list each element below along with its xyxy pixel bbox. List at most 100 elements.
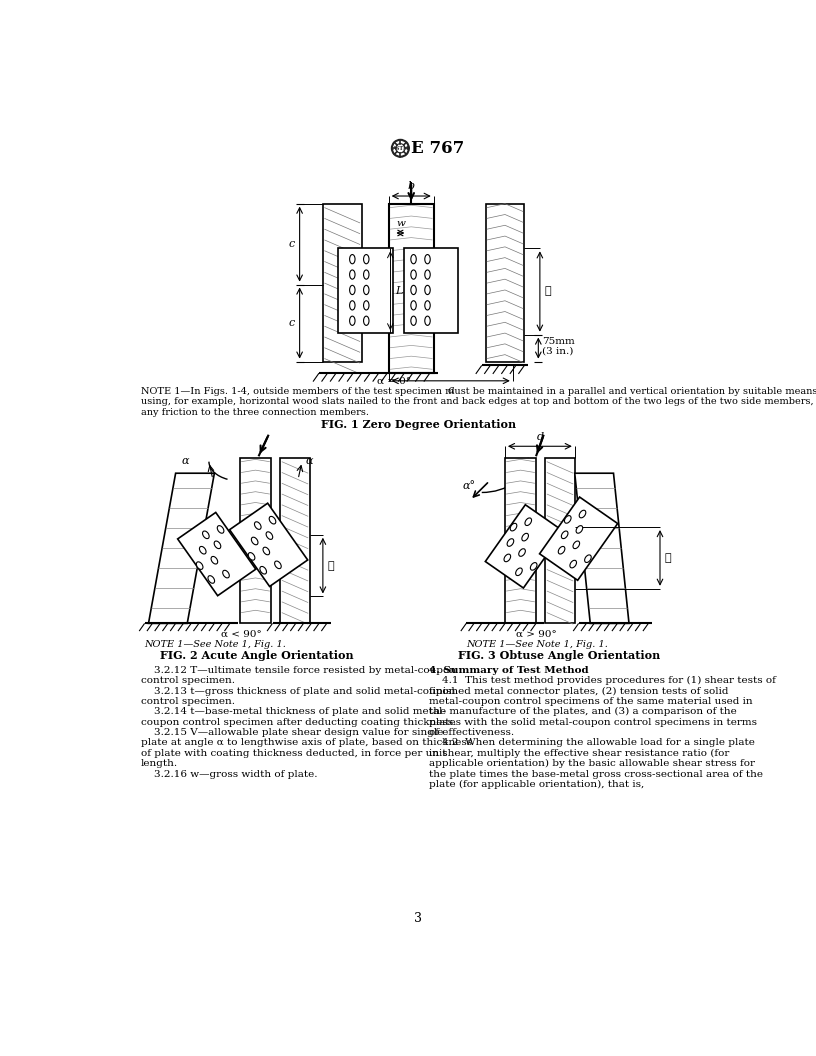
Ellipse shape — [410, 316, 416, 325]
Text: a: a — [447, 385, 454, 395]
Ellipse shape — [364, 285, 369, 295]
Ellipse shape — [364, 254, 369, 264]
Text: α: α — [306, 456, 313, 467]
Polygon shape — [574, 473, 629, 623]
Text: NOTE 1—See Note 1, Fig. 1.: NOTE 1—See Note 1, Fig. 1. — [144, 640, 286, 649]
Text: of plate with coating thickness deducted, in force per unit: of plate with coating thickness deducted… — [140, 749, 446, 758]
Ellipse shape — [266, 532, 273, 540]
Text: plate (for applicable orientation), that is,: plate (for applicable orientation), that… — [429, 780, 645, 789]
Bar — [323, 204, 361, 361]
Text: FIG. 3 Obtuse Angle Orientation: FIG. 3 Obtuse Angle Orientation — [458, 649, 660, 661]
Ellipse shape — [364, 316, 369, 325]
Ellipse shape — [275, 561, 282, 568]
Text: FIG. 1 Zero Degree Orientation: FIG. 1 Zero Degree Orientation — [321, 419, 516, 431]
Bar — [240, 458, 271, 623]
Ellipse shape — [425, 301, 430, 310]
Ellipse shape — [211, 557, 218, 564]
Ellipse shape — [519, 549, 526, 557]
Text: NOTE 1—See Note 1, Fig. 1.: NOTE 1—See Note 1, Fig. 1. — [466, 640, 608, 649]
Ellipse shape — [269, 516, 276, 524]
Ellipse shape — [522, 533, 529, 541]
Text: 3.2.13 t—gross thickness of plate and solid metal-coupon: 3.2.13 t—gross thickness of plate and so… — [140, 686, 455, 696]
Bar — [486, 204, 525, 361]
Text: plates with the solid metal-coupon control specimens in terms: plates with the solid metal-coupon contr… — [429, 718, 757, 727]
Text: 3: 3 — [415, 912, 422, 925]
Text: 4. Summary of Test Method: 4. Summary of Test Method — [429, 665, 588, 675]
Polygon shape — [149, 473, 215, 623]
Ellipse shape — [579, 510, 586, 517]
Ellipse shape — [425, 270, 430, 279]
Text: of effectiveness.: of effectiveness. — [429, 728, 514, 737]
Text: applicable orientation) by the basic allowable shear stress for: applicable orientation) by the basic all… — [429, 759, 755, 769]
Ellipse shape — [364, 301, 369, 310]
Ellipse shape — [392, 139, 409, 156]
Ellipse shape — [410, 270, 416, 279]
Ellipse shape — [516, 568, 522, 576]
Polygon shape — [486, 505, 563, 588]
Ellipse shape — [425, 316, 430, 325]
Ellipse shape — [561, 531, 568, 539]
Ellipse shape — [349, 270, 355, 279]
Ellipse shape — [251, 538, 258, 545]
Ellipse shape — [260, 566, 267, 574]
Ellipse shape — [199, 546, 206, 554]
Ellipse shape — [396, 144, 405, 153]
Text: ℓ: ℓ — [544, 286, 551, 297]
Ellipse shape — [202, 531, 209, 539]
Text: ℓ: ℓ — [665, 553, 672, 563]
Text: control specimen.: control specimen. — [140, 697, 235, 705]
Ellipse shape — [573, 541, 579, 549]
Text: 75mm: 75mm — [542, 338, 575, 346]
Text: metal-coupon control specimens of the same material used in: metal-coupon control specimens of the sa… — [429, 697, 752, 705]
Ellipse shape — [510, 524, 517, 531]
Text: ASTM: ASTM — [392, 146, 409, 151]
Text: 3.2.15 V—allowable plate shear design value for single: 3.2.15 V—allowable plate shear design va… — [140, 728, 443, 737]
Bar — [388, 204, 433, 373]
Ellipse shape — [263, 547, 269, 554]
Text: plate at angle α to lengthwise axis of plate, based on thickness: plate at angle α to lengthwise axis of p… — [140, 738, 472, 748]
Text: 4.2  When determining the allowable load for a single plate: 4.2 When determining the allowable load … — [429, 738, 755, 748]
Ellipse shape — [507, 539, 514, 546]
Bar — [339, 248, 392, 333]
Ellipse shape — [425, 254, 430, 264]
Text: E 767: E 767 — [411, 139, 464, 156]
Text: c: c — [289, 318, 295, 328]
Text: 3.2.14 t—base-metal thickness of plate and solid metal-: 3.2.14 t—base-metal thickness of plate a… — [140, 708, 446, 716]
Bar — [505, 458, 536, 623]
Text: NOTE 1—In Figs. 1-4, outside members of the test specimen must be maintained in : NOTE 1—In Figs. 1-4, outside members of … — [140, 386, 816, 417]
Ellipse shape — [525, 517, 531, 526]
Ellipse shape — [504, 554, 511, 562]
Text: b: b — [408, 182, 415, 191]
Ellipse shape — [208, 576, 215, 583]
Text: α°: α° — [463, 480, 476, 491]
Bar — [280, 458, 310, 623]
Text: L: L — [395, 286, 402, 296]
Polygon shape — [539, 497, 618, 581]
Ellipse shape — [349, 301, 355, 310]
Text: control specimen.: control specimen. — [140, 676, 235, 685]
Ellipse shape — [248, 552, 255, 560]
Polygon shape — [178, 512, 255, 596]
Ellipse shape — [584, 554, 592, 563]
Text: α < 90°: α < 90° — [221, 629, 262, 639]
Ellipse shape — [570, 561, 576, 568]
Text: ℓ: ℓ — [327, 561, 334, 570]
Ellipse shape — [558, 546, 565, 554]
Text: finished metal connector plates, (2) tension tests of solid: finished metal connector plates, (2) ten… — [429, 686, 729, 696]
Text: the plate times the base-metal gross cross-sectional area of the: the plate times the base-metal gross cro… — [429, 770, 763, 778]
Text: w: w — [396, 220, 405, 228]
Bar — [404, 248, 459, 333]
Ellipse shape — [410, 254, 416, 264]
Text: coupon control specimen after deducting coating thickness.: coupon control specimen after deducting … — [140, 718, 456, 727]
Ellipse shape — [349, 285, 355, 295]
Text: in shear, multiply the effective shear resistance ratio (for: in shear, multiply the effective shear r… — [429, 749, 730, 758]
Ellipse shape — [364, 270, 369, 279]
Text: α > 90°: α > 90° — [516, 629, 557, 639]
Ellipse shape — [410, 301, 416, 310]
Text: length.: length. — [140, 759, 178, 769]
Ellipse shape — [425, 285, 430, 295]
Text: 4.1  This test method provides procedures for (1) shear tests of: 4.1 This test method provides procedures… — [429, 676, 776, 685]
Ellipse shape — [349, 316, 355, 325]
Bar — [545, 458, 574, 623]
Ellipse shape — [217, 526, 224, 533]
